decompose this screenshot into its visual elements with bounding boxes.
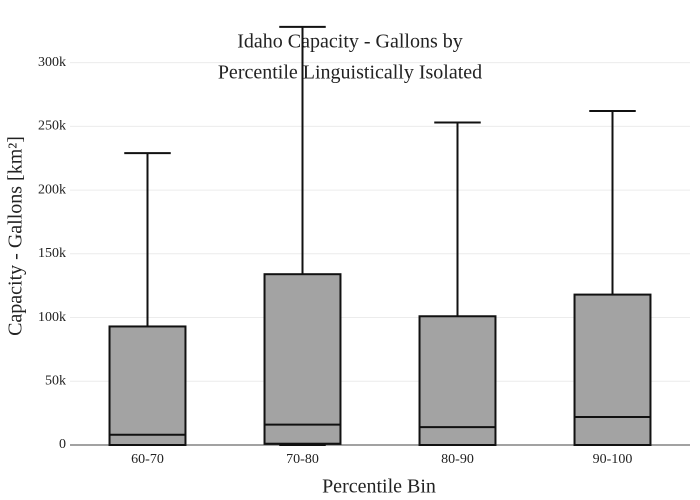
chart-title: Idaho Capacity - Gallons by (237, 31, 463, 53)
box (263, 273, 342, 445)
box (108, 325, 187, 446)
x-tick-label: 60-70 (131, 452, 164, 467)
box (573, 293, 652, 446)
chart-title: Percentile Linguistically Isolated (218, 62, 482, 84)
x-tick-label: 70-80 (286, 452, 319, 467)
x-tick-label: 80-90 (441, 452, 474, 467)
y-tick-label: 100k (38, 310, 66, 325)
y-tick-label: 300k (38, 55, 66, 70)
x-axis-title: Percentile Bin (322, 476, 436, 498)
y-tick-label: 250k (38, 119, 66, 134)
y-tick-label: 50k (45, 373, 66, 388)
y-tick-label: 200k (38, 182, 66, 197)
y-tick-label: 0 (59, 437, 66, 452)
y-tick-label: 150k (38, 246, 66, 261)
x-tick-label: 90-100 (593, 452, 633, 467)
box (418, 315, 497, 447)
y-axis-title: Capacity - Gallons [km²] (5, 136, 27, 336)
